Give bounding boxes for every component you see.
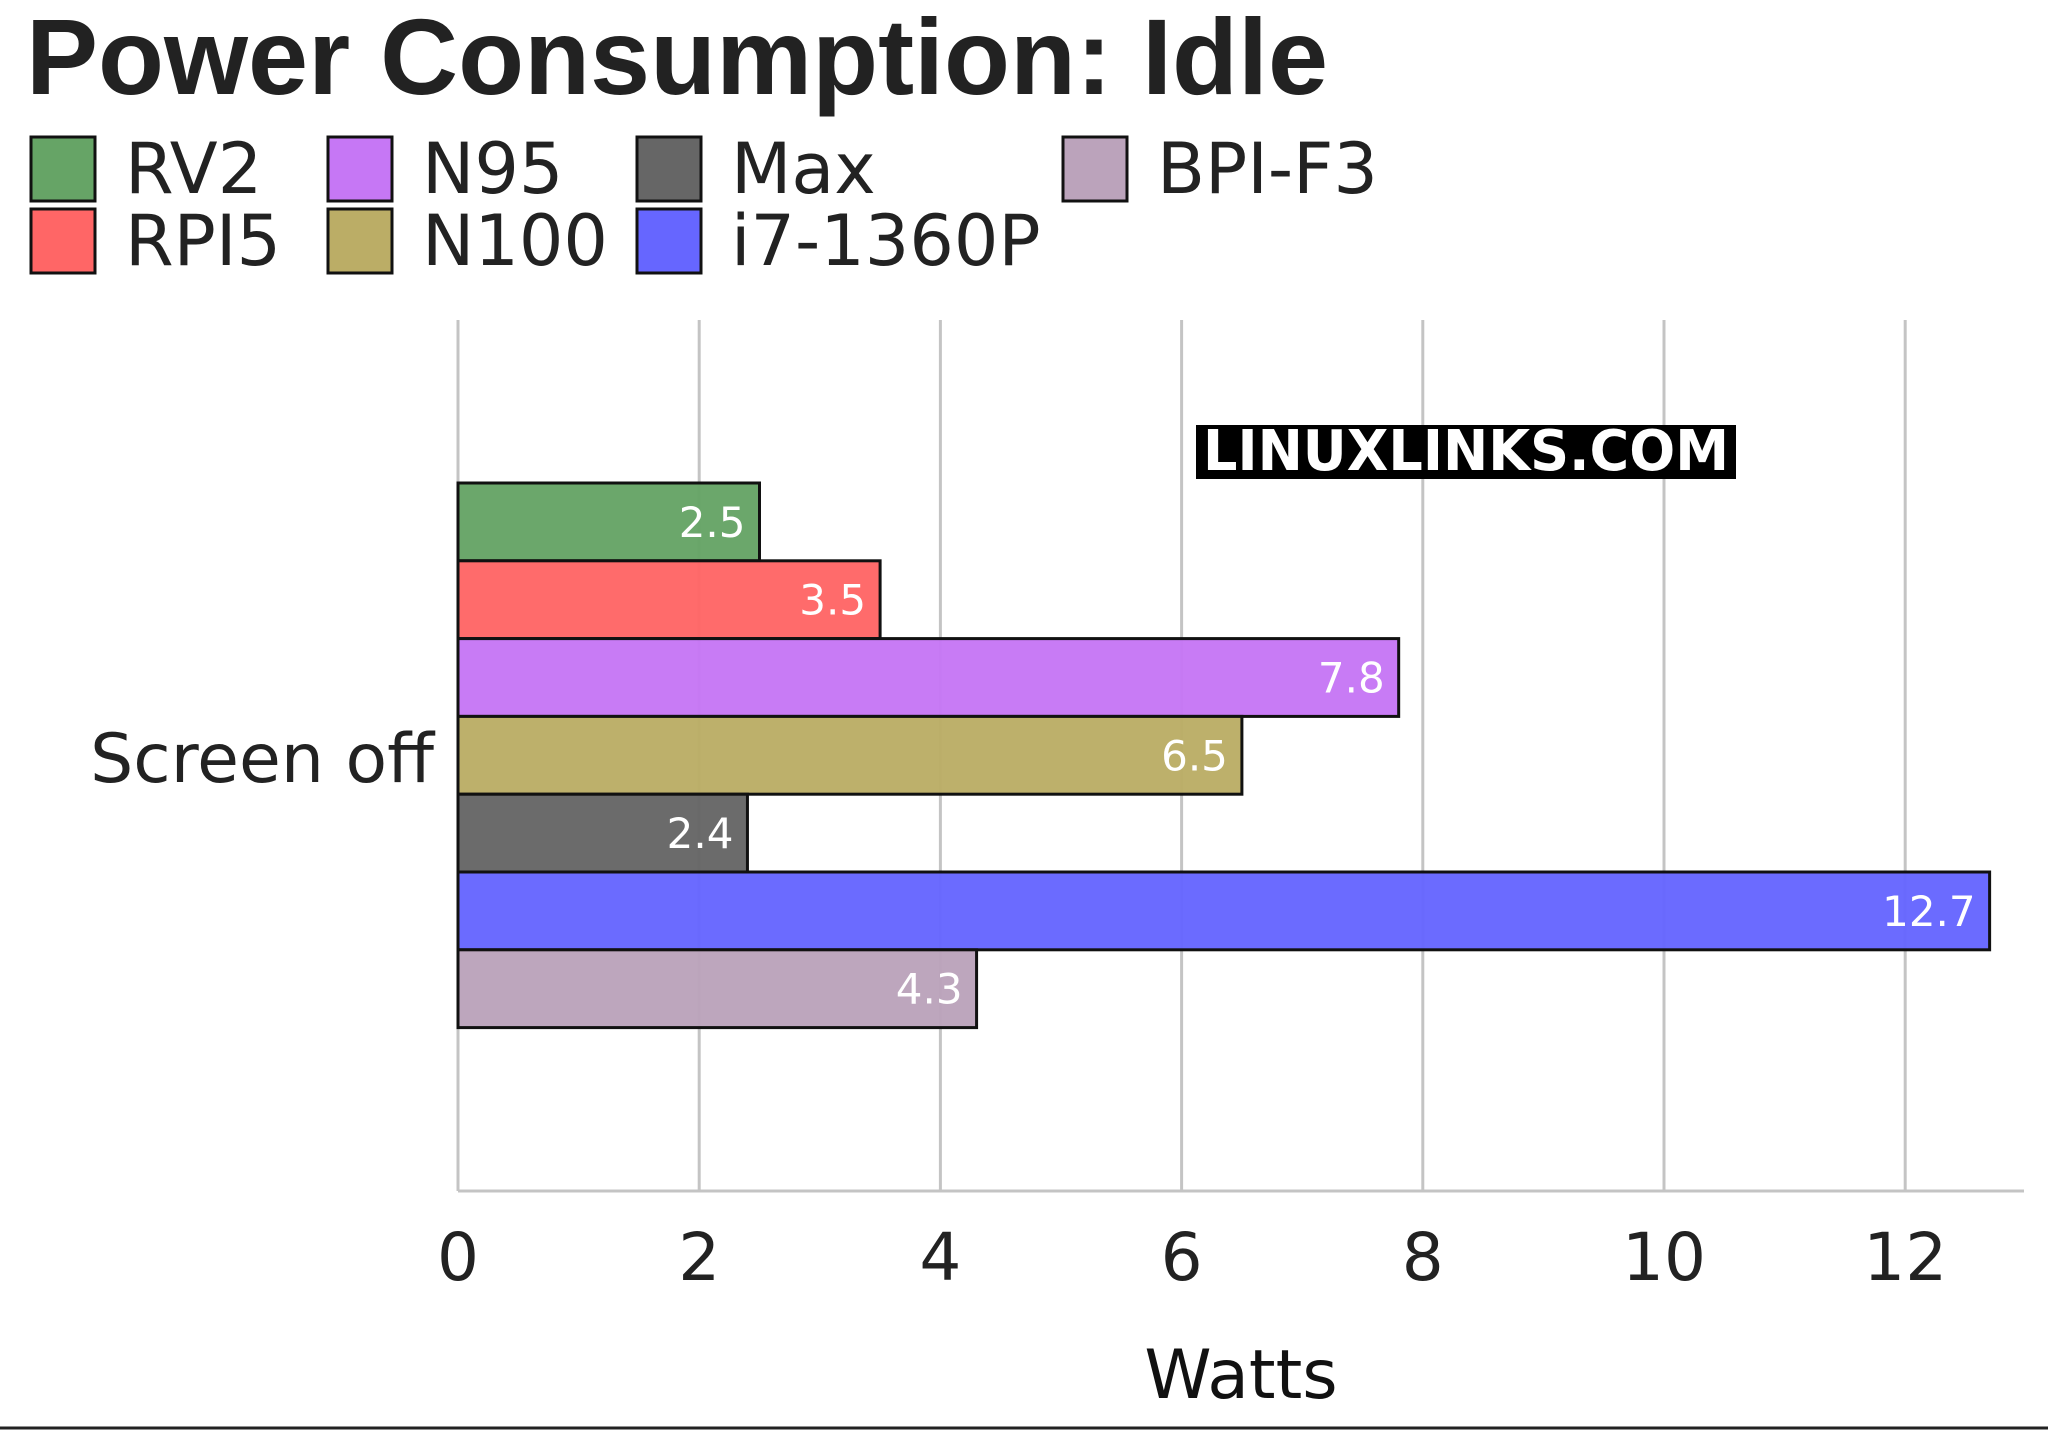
x-tick-label: 12 (1863, 1219, 1947, 1296)
legend-swatch (326, 135, 394, 203)
bar-rv2 (456, 481, 761, 563)
x-tick-label: 10 (1622, 1219, 1706, 1296)
data-label: 2.4 (667, 809, 734, 858)
data-label: 4.3 (896, 965, 963, 1014)
x-tick-label: 2 (678, 1219, 720, 1296)
bar-max (456, 792, 749, 874)
legend-swatch (326, 207, 394, 275)
legend-label: i7-1360P (731, 200, 1041, 282)
legend-label: N100 (422, 200, 608, 282)
data-label: 2.5 (679, 498, 746, 547)
bar-n100 (456, 714, 1244, 796)
chart-title: Power Consumption: Idle (26, 0, 1329, 117)
x-tick-label: 8 (1402, 1219, 1444, 1296)
legend-swatch (635, 135, 703, 203)
legend-label: RV2 (125, 128, 262, 210)
x-tick-label: 0 (437, 1219, 479, 1296)
category-label: Screen off (90, 720, 436, 799)
legend-label: Max (731, 128, 876, 210)
data-label: 6.5 (1161, 731, 1228, 780)
data-label: 7.8 (1318, 654, 1385, 703)
legend-label: RPI5 (125, 200, 281, 282)
watermark: LINUXLINKS.COM (1203, 419, 1729, 484)
legend-swatch (1061, 135, 1129, 203)
x-tick-label: 6 (1161, 1219, 1203, 1296)
legend-swatch (635, 207, 703, 275)
bar-i7-1360p (456, 870, 1992, 952)
bar-bpi-f3 (456, 948, 979, 1030)
x-tick-label: 4 (919, 1219, 961, 1296)
data-label: 12.7 (1882, 887, 1976, 936)
bar-n95 (456, 637, 1401, 718)
legend-label: BPI-F3 (1157, 128, 1378, 210)
x-axis-title: Watts (1144, 1336, 1337, 1415)
legend-swatch (29, 135, 97, 203)
legend-label: N95 (422, 128, 563, 210)
data-label: 3.5 (799, 576, 866, 625)
watermark-background (1196, 425, 1736, 479)
legend-swatch (29, 207, 97, 275)
